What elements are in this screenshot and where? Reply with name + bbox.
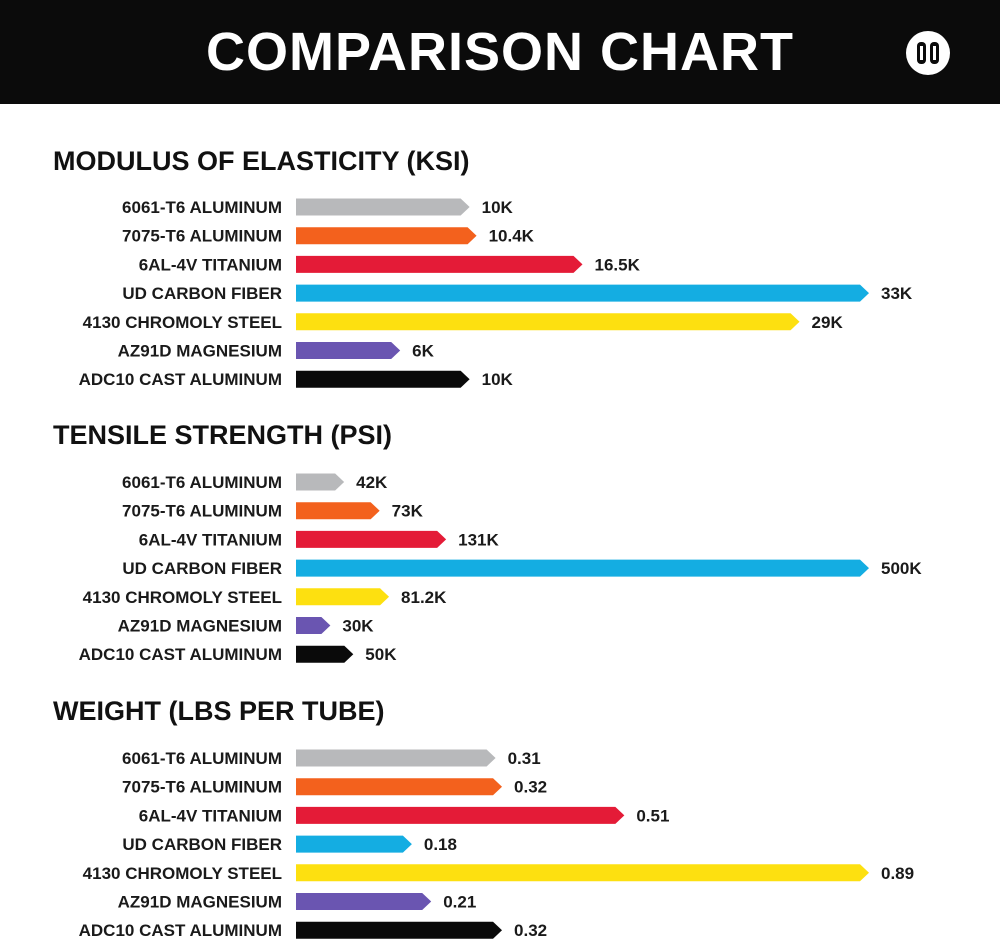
chart-header: COMPARISON CHART xyxy=(0,0,1000,104)
value-label: 10.4K xyxy=(489,227,535,246)
value-label: 10K xyxy=(482,198,514,217)
section-title: WEIGHT (LBS PER TUBE) xyxy=(53,696,385,726)
value-label: 0.89 xyxy=(881,864,914,883)
value-label: 33K xyxy=(881,284,913,303)
value-label: 42K xyxy=(356,473,388,492)
bar xyxy=(296,645,354,663)
category-label: UD CARBON FIBER xyxy=(122,284,282,303)
bar xyxy=(296,749,496,767)
bar xyxy=(296,893,432,910)
value-label: 10K xyxy=(482,370,514,389)
category-label: 6AL-4V TITANIUM xyxy=(139,806,282,825)
bar xyxy=(296,617,331,634)
bar xyxy=(296,806,625,824)
category-label: AZ91D MAGNESIUM xyxy=(118,893,282,912)
value-label: 73K xyxy=(392,502,424,521)
value-label: 16.5K xyxy=(595,255,641,274)
value-label: 0.18 xyxy=(424,835,457,854)
value-label: 0.32 xyxy=(514,778,547,797)
bar xyxy=(296,864,869,882)
category-label: UD CARBON FIBER xyxy=(122,835,282,854)
bar xyxy=(296,255,583,273)
bar xyxy=(296,284,869,302)
category-label: 6AL-4V TITANIUM xyxy=(139,255,282,274)
category-label: 4130 CHROMOLY STEEL xyxy=(83,864,282,883)
section-title: MODULUS OF ELASTICITY (KSI) xyxy=(53,146,470,176)
value-label: 0.51 xyxy=(636,806,669,825)
bar xyxy=(296,835,412,853)
bar xyxy=(296,921,503,939)
bar xyxy=(296,370,470,388)
bar xyxy=(296,473,345,491)
category-label: 7075-T6 ALUMINUM xyxy=(122,502,282,521)
value-label: 30K xyxy=(342,617,374,636)
bar xyxy=(296,588,390,606)
category-label: UD CARBON FIBER xyxy=(122,559,282,578)
category-label: 4130 CHROMOLY STEEL xyxy=(83,313,282,332)
value-label: 0.31 xyxy=(508,749,541,768)
category-label: ADC10 CAST ALUMINUM xyxy=(79,370,282,389)
bar xyxy=(296,313,800,331)
category-label: ADC10 CAST ALUMINUM xyxy=(79,921,282,940)
value-label: 500K xyxy=(881,559,922,578)
bar xyxy=(296,530,447,548)
bar xyxy=(296,778,503,796)
category-label: AZ91D MAGNESIUM xyxy=(118,342,282,361)
category-label: 7075-T6 ALUMINUM xyxy=(122,778,282,797)
bar xyxy=(296,342,401,359)
category-label: 6061-T6 ALUMINUM xyxy=(122,749,282,768)
section-title: TENSILE STRENGTH (PSI) xyxy=(53,420,392,450)
category-label: 6061-T6 ALUMINUM xyxy=(122,473,282,492)
value-label: 81.2K xyxy=(401,588,447,607)
bar xyxy=(296,559,869,577)
value-label: 131K xyxy=(458,530,499,549)
category-label: 7075-T6 ALUMINUM xyxy=(122,227,282,246)
value-label: 0.32 xyxy=(514,921,547,940)
bar xyxy=(296,502,380,520)
value-label: 6K xyxy=(412,342,434,361)
category-label: 6061-T6 ALUMINUM xyxy=(122,198,282,217)
page-title: COMPARISON CHART xyxy=(206,22,794,82)
value-label: 0.21 xyxy=(443,893,476,912)
category-label: 6AL-4V TITANIUM xyxy=(139,530,282,549)
brand-logo-icon xyxy=(906,31,950,75)
category-label: 4130 CHROMOLY STEEL xyxy=(83,588,282,607)
category-label: AZ91D MAGNESIUM xyxy=(118,617,282,636)
bar xyxy=(296,227,477,245)
value-label: 50K xyxy=(365,645,397,664)
category-label: ADC10 CAST ALUMINUM xyxy=(79,645,282,664)
bar xyxy=(296,198,470,216)
value-label: 29K xyxy=(812,313,844,332)
